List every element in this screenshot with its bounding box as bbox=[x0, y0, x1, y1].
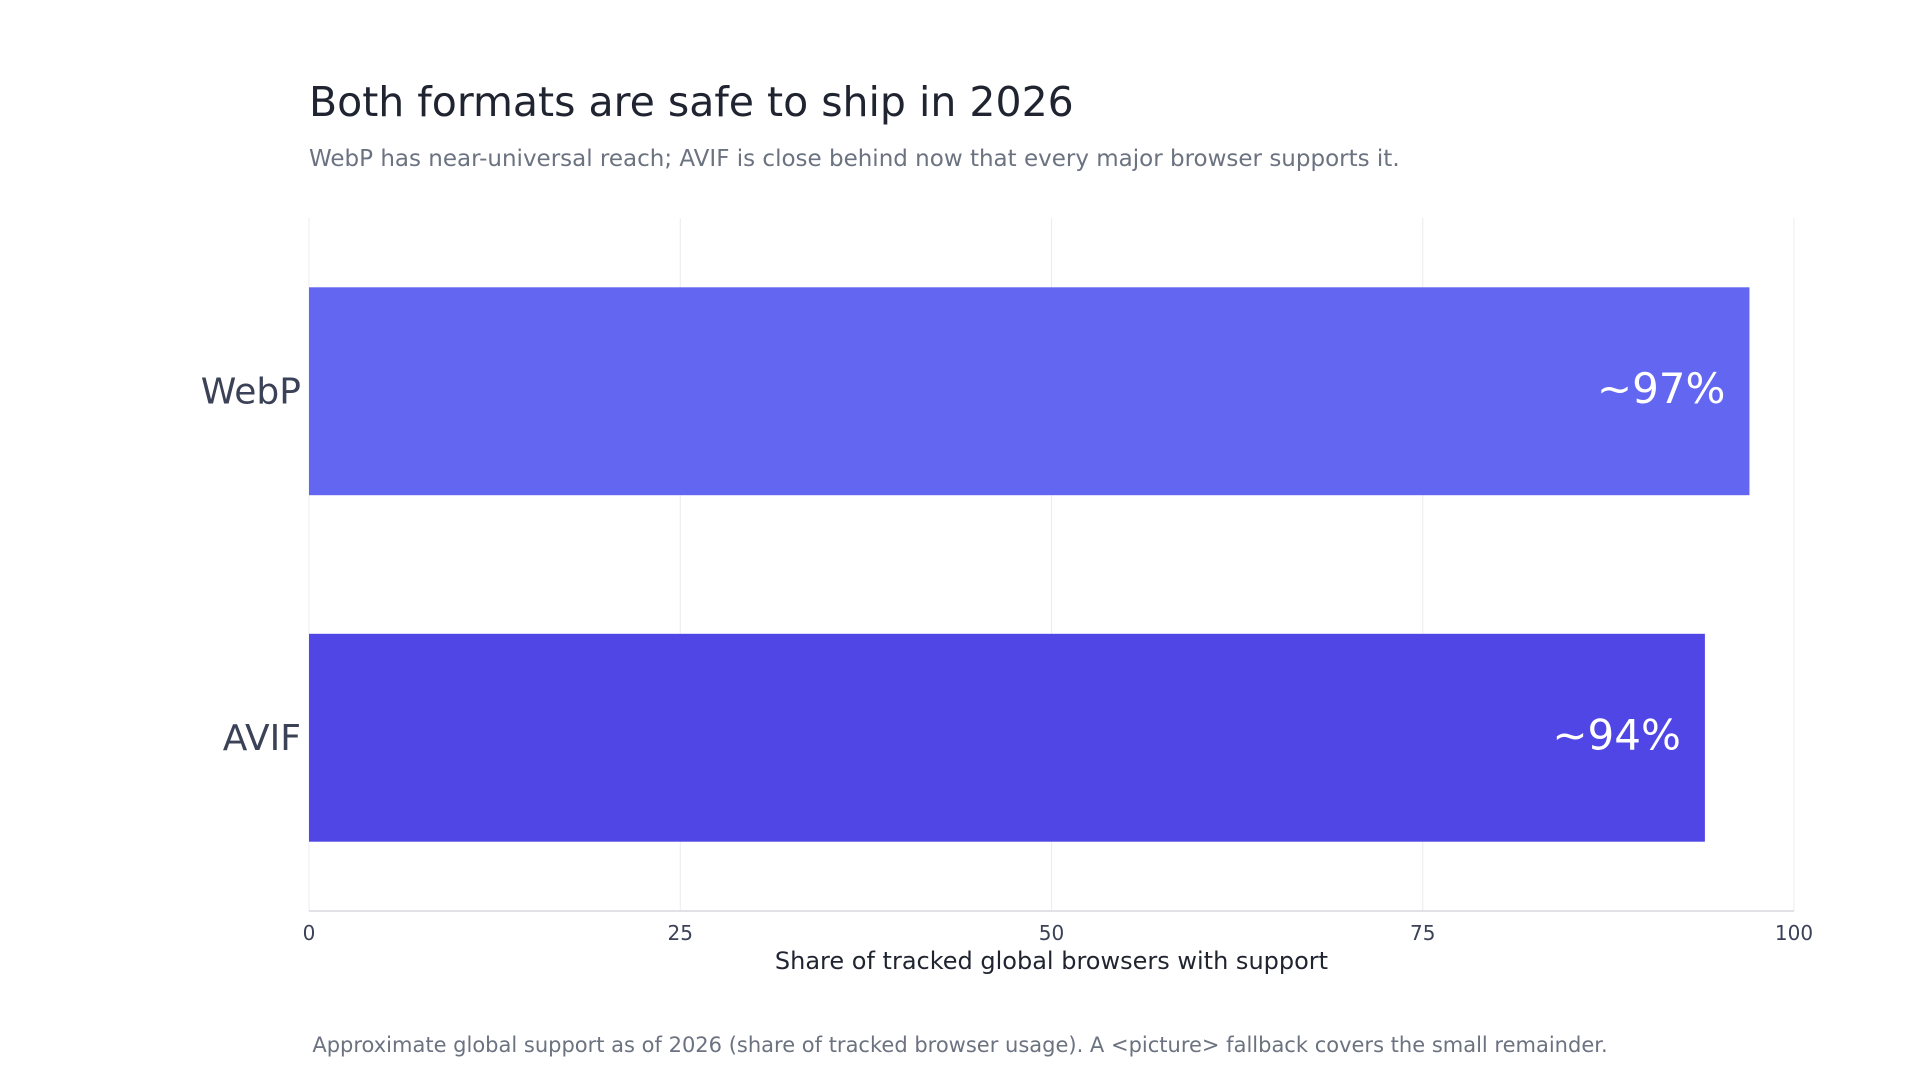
bar-webp bbox=[309, 287, 1750, 496]
x-tick-label: 0 bbox=[303, 921, 316, 945]
x-axis-title: Share of tracked global browsers with su… bbox=[775, 947, 1328, 975]
data-label: ~97% bbox=[1597, 364, 1726, 413]
chart-title: Both formats are safe to ship in 2026 bbox=[309, 78, 1074, 126]
category-label: WebP bbox=[201, 371, 301, 412]
chart-caption: Approximate global support as of 2026 (s… bbox=[312, 1033, 1608, 1057]
data-label: ~94% bbox=[1552, 710, 1681, 759]
x-tick-label: 50 bbox=[1039, 921, 1064, 945]
bar-avif bbox=[309, 633, 1705, 842]
bar-chart: WebP ~97% AVIF ~94% 0 25 50 75 100 Share of track… bbox=[201, 218, 1813, 975]
x-tick-label: 100 bbox=[1775, 921, 1813, 945]
x-tick-label: 75 bbox=[1410, 921, 1435, 945]
x-tick-label: 25 bbox=[668, 921, 693, 945]
chart-subtitle: WebP has near-universal reach; AVIF is c… bbox=[309, 146, 1400, 172]
category-label: AVIF bbox=[223, 718, 301, 759]
